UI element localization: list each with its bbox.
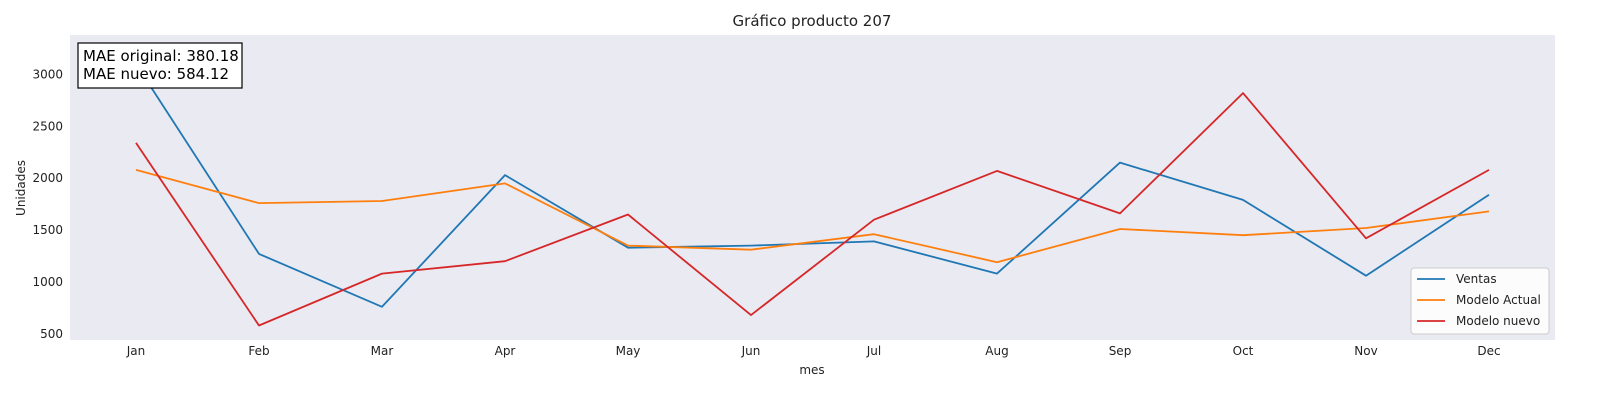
- x-axis-label: mes: [799, 363, 824, 377]
- x-tick-label: Jul: [866, 344, 881, 358]
- series-line-modelo-nuevo: [135, 92, 1490, 327]
- y-tick-label: 2000: [32, 171, 63, 185]
- x-tick-label: Mar: [371, 344, 394, 358]
- x-tick-label: Sep: [1109, 344, 1132, 358]
- annotation-line-2: MAE nuevo: 584.12: [83, 65, 229, 83]
- x-tick-label: Apr: [495, 344, 516, 358]
- chart-title: Gráfico producto 207: [733, 12, 892, 30]
- x-tick-label: Jan: [126, 344, 146, 358]
- mae-annotation: MAE original: 380.18 MAE nuevo: 584.12: [77, 42, 243, 89]
- annotation-line-1: MAE original: 380.18: [83, 47, 239, 65]
- x-tick-label: Oct: [1233, 344, 1254, 358]
- legend-entry: Modelo Actual: [1456, 293, 1541, 307]
- y-tick-label: 3000: [32, 67, 63, 81]
- y-tick-label: 500: [40, 327, 63, 341]
- y-axis-label: Unidades: [14, 160, 28, 216]
- series-lines: [135, 63, 1490, 327]
- legend-entry: Modelo nuevo: [1456, 314, 1540, 328]
- x-tick-label: Feb: [248, 344, 269, 358]
- axis-ticks: Jan Feb Mar Apr May Jun Jul Aug Sep Oct Nov Dec 500 1…: [32, 67, 1500, 358]
- legend-box: [1410, 267, 1550, 335]
- y-tick-label: 1500: [32, 223, 63, 237]
- x-tick-label: Nov: [1354, 344, 1377, 358]
- legend: Ventas Modelo Actual Modelo nuevo: [1410, 267, 1550, 335]
- y-tick-label: 1000: [32, 275, 63, 289]
- y-tick-label: 2500: [32, 119, 63, 133]
- x-tick-label: Jun: [741, 344, 761, 358]
- legend-entry: Ventas: [1456, 272, 1497, 286]
- x-tick-label: Aug: [985, 344, 1008, 358]
- plot-area: [70, 35, 1555, 340]
- annotation-box: [77, 42, 243, 89]
- x-tick-label: May: [616, 344, 641, 358]
- x-tick-label: Dec: [1477, 344, 1500, 358]
- series-line-modelo-actual: [135, 169, 1490, 264]
- series-line-ventas: [135, 63, 1490, 308]
